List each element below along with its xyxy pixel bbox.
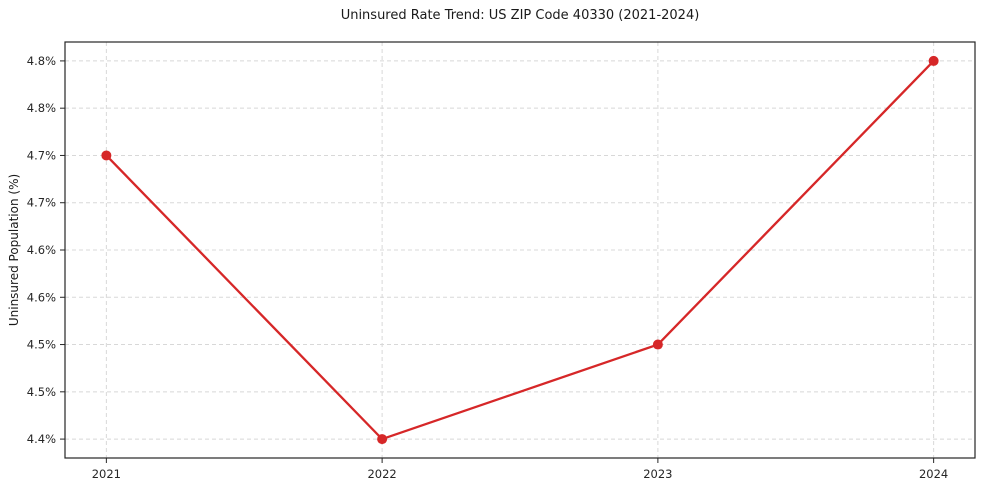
y-tick-label: 4.8% — [27, 54, 56, 68]
y-tick-label: 4.6% — [27, 290, 56, 304]
y-tick-label: 4.4% — [27, 432, 56, 446]
y-tick-label: 4.7% — [27, 196, 56, 210]
y-tick-label: 4.5% — [27, 338, 56, 352]
data-point-marker — [101, 150, 112, 161]
data-point-marker — [928, 55, 939, 66]
chart-title: Uninsured Rate Trend: US ZIP Code 40330 … — [340, 8, 700, 23]
x-tick-label: 2021 — [92, 467, 121, 481]
x-tick-label: 2024 — [919, 467, 948, 481]
y-tick-label: 4.7% — [27, 148, 56, 162]
x-tick-label: 2022 — [367, 467, 396, 481]
x-tick-label: 2023 — [643, 467, 672, 481]
y-tick-label: 4.6% — [27, 243, 56, 257]
y-tick-label: 4.5% — [27, 385, 56, 399]
trend-line — [105, 59, 935, 441]
data-point-marker — [377, 434, 388, 445]
data-point-marker — [652, 339, 663, 350]
y-tick-label: 4.8% — [27, 101, 56, 115]
plot-border — [64, 41, 976, 459]
